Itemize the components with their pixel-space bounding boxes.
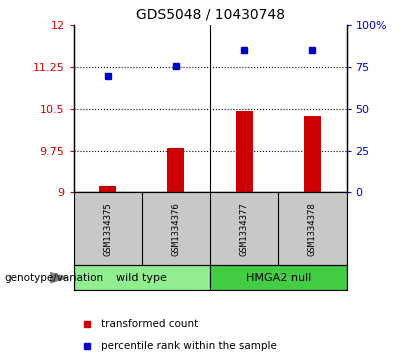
- Text: GSM1334376: GSM1334376: [171, 202, 180, 256]
- Text: percentile rank within the sample: percentile rank within the sample: [101, 341, 277, 351]
- Text: wild type: wild type: [116, 273, 167, 283]
- Bar: [74, 265, 210, 290]
- Polygon shape: [50, 273, 67, 283]
- Text: transformed count: transformed count: [101, 319, 198, 329]
- Text: GSM1334377: GSM1334377: [240, 202, 249, 256]
- Bar: [236, 111, 253, 192]
- Title: GDS5048 / 10430748: GDS5048 / 10430748: [136, 8, 284, 21]
- Text: genotype/variation: genotype/variation: [4, 273, 103, 283]
- Bar: [304, 115, 321, 192]
- Bar: [167, 148, 184, 192]
- Text: GSM1334378: GSM1334378: [308, 202, 317, 256]
- Text: HMGA2 null: HMGA2 null: [246, 273, 311, 283]
- Text: GSM1334375: GSM1334375: [103, 202, 112, 256]
- Bar: [210, 265, 346, 290]
- Bar: [99, 186, 116, 192]
